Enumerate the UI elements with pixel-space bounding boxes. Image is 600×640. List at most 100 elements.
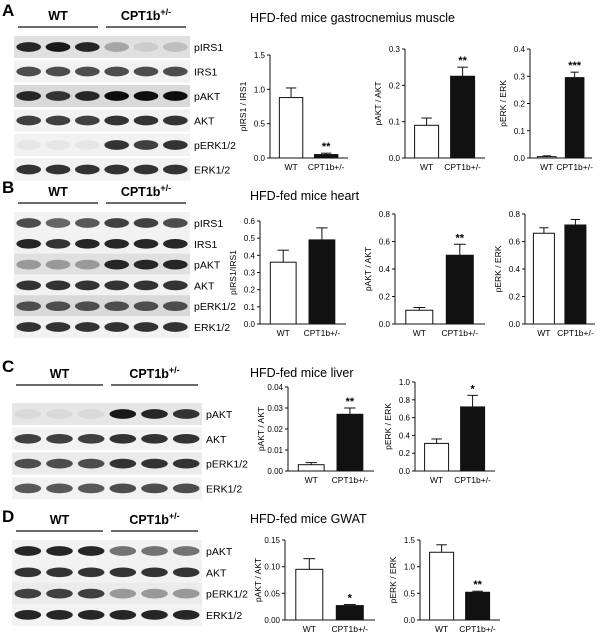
band (16, 218, 41, 228)
band-label: pAKT (206, 546, 233, 558)
y-tick-label: 0.6 (509, 238, 521, 247)
blot-strip-irs1: IRS1 (14, 232, 218, 255)
band (172, 433, 200, 444)
band (14, 546, 42, 556)
blot-strip-akt: AKT (14, 109, 215, 132)
band (133, 42, 159, 52)
bar (313, 154, 339, 159)
y-tick-label: 0.2 (509, 293, 521, 302)
significance-mark: ** (458, 55, 467, 67)
blot-strip-perk12: pERK1/2 (12, 582, 248, 605)
y-tick-label: 0.4 (244, 251, 256, 260)
band (75, 280, 100, 291)
band (77, 458, 105, 469)
band-label: pIRS1 (194, 42, 223, 54)
band (16, 280, 41, 291)
band-label: AKT (206, 434, 227, 446)
bar-chart: 0.0 0.2 0.4 0.6 0.8 pERK / ERK WT CPT1b+/- (493, 210, 595, 338)
band (14, 483, 42, 494)
band-label: AKT (206, 567, 227, 579)
band-label: pERK1/2 (206, 589, 248, 601)
band (133, 301, 159, 312)
band-label: pAKT (206, 409, 233, 421)
band (45, 164, 71, 175)
band (104, 238, 129, 249)
band (46, 610, 73, 620)
band (104, 301, 129, 312)
band (45, 301, 71, 312)
bar (450, 75, 476, 159)
band (45, 91, 71, 101)
band (172, 588, 200, 599)
group-label-wt: WT (48, 9, 68, 23)
y-tick-label: 0.6 (399, 414, 411, 423)
band (46, 588, 73, 599)
band (163, 218, 188, 228)
band (109, 567, 137, 578)
band (75, 66, 100, 77)
band-label: pAKT (194, 91, 221, 103)
band (104, 322, 129, 332)
band (16, 115, 41, 126)
x-tick-label: WT (540, 162, 553, 172)
band (16, 259, 41, 270)
group-label-cpt1b: CPT1b+/- (121, 183, 171, 199)
strip-background (12, 452, 202, 475)
band (14, 588, 42, 599)
band (163, 259, 188, 270)
y-tick-label: 0.05 (264, 589, 280, 598)
band (109, 610, 137, 620)
y-tick-label: 0.1 (244, 303, 256, 312)
y-tick-label: 1.5 (254, 51, 266, 60)
bar (297, 464, 325, 472)
panel-a: A WT CPT1b+/-pIRS1IRS1pAKTAKTpERK1/2ERK1/2… (2, 1, 593, 181)
y-tick-label: 0.0 (399, 467, 411, 476)
band (75, 91, 100, 101)
band (77, 567, 105, 578)
blot-strip-perk12: pERK1/2 (12, 452, 248, 475)
band (77, 546, 105, 556)
band (45, 140, 71, 150)
blot-strip-pirs1: pIRS1 (14, 212, 223, 234)
band (16, 91, 41, 101)
band (104, 115, 129, 126)
band (16, 140, 41, 150)
band (141, 433, 168, 444)
y-tick-label: 0.2 (514, 100, 526, 109)
band-label: IRS1 (194, 67, 218, 79)
band (141, 483, 168, 494)
y-tick-label: 0.5 (404, 589, 416, 598)
band (163, 322, 188, 332)
blot-strip-pirs1: pIRS1 (14, 36, 223, 58)
y-tick-label: 0.5 (254, 120, 266, 129)
band-label: pERK1/2 (194, 301, 236, 313)
band (16, 238, 41, 249)
y-tick-label: 1.0 (399, 378, 411, 387)
band (133, 218, 159, 228)
band-label: ERK1/2 (206, 483, 242, 495)
band (75, 301, 100, 312)
band (16, 322, 41, 332)
band (77, 483, 105, 494)
y-tick-label: 0.3 (244, 269, 256, 278)
band (75, 238, 100, 249)
y-tick-label: 1.0 (404, 563, 416, 572)
band (45, 115, 71, 126)
y-tick-label: 0.15 (264, 536, 280, 545)
bar (424, 442, 450, 472)
x-tick-label: CPT1b+/- (332, 475, 369, 485)
y-tick-label: 0.3 (389, 45, 401, 54)
x-tick-label: WT (430, 475, 443, 485)
band (45, 238, 71, 249)
y-tick-label: 0.4 (509, 265, 521, 274)
x-tick-label: CPT1b+/- (308, 162, 345, 172)
western-blot: WT CPT1b+/- pIRS1 IRS1 pAKT AKT pERK1/2 ERK1/2 (14, 7, 236, 181)
band (104, 280, 129, 291)
band-label: pAKT (194, 260, 221, 272)
band (163, 42, 188, 52)
panel-c: C WT CPT1b+/- pAKT AKT pERK1/2 ERK1/2 HFD-fed m… (2, 357, 495, 500)
x-tick-label: CPT1b+/- (557, 328, 594, 338)
y-axis-label: pERK / ERK (388, 556, 398, 603)
group-label-wt: WT (50, 513, 70, 527)
band (133, 91, 159, 101)
